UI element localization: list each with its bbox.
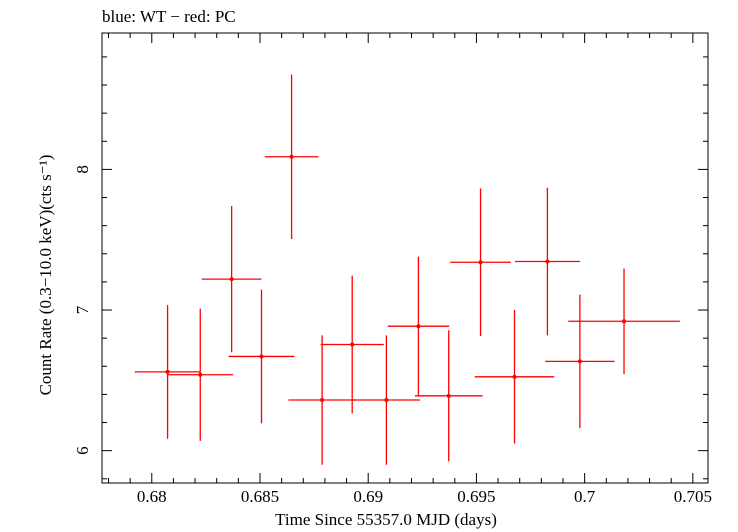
- point-marker: [259, 354, 264, 359]
- chart-title: blue: WT − red: PC: [102, 7, 236, 26]
- data-point: [134, 305, 201, 439]
- data-point: [414, 330, 483, 462]
- point-marker: [446, 393, 451, 398]
- data-point: [514, 187, 580, 336]
- data-points: [134, 74, 680, 465]
- data-point: [352, 335, 421, 465]
- x-tick-label: 0.7: [574, 487, 596, 506]
- data-point: [201, 205, 262, 353]
- data-point: [167, 308, 234, 441]
- x-axis-ticks: 0.68 0.685 0.69 0.695 0.7 0.705: [107, 33, 712, 506]
- data-point: [228, 289, 295, 424]
- data-point: [288, 335, 356, 465]
- data-point: [320, 275, 384, 414]
- data-point: [264, 74, 319, 240]
- point-marker: [478, 260, 483, 265]
- x-tick-label: 0.695: [457, 487, 495, 506]
- y-tick-label: 8: [73, 165, 92, 174]
- y-axis-ticks: 6 7 8: [73, 56, 708, 480]
- data-point: [450, 188, 511, 337]
- data-point: [568, 268, 680, 375]
- x-axis-label: Time Since 55357.0 MJD (days): [275, 510, 497, 529]
- point-marker: [416, 324, 421, 329]
- point-marker: [229, 277, 234, 282]
- data-point: [387, 256, 450, 396]
- plot-frame: [101, 32, 709, 484]
- point-marker: [350, 342, 355, 347]
- y-tick-label: 7: [73, 305, 92, 314]
- y-axis-label: Count Rate (0.3−10.0 keV)(cts s⁻¹): [36, 155, 55, 396]
- data-point: [474, 310, 555, 444]
- point-marker: [165, 369, 170, 374]
- x-tick-label: 0.705: [674, 487, 712, 506]
- point-marker: [545, 259, 550, 264]
- x-tick-label: 0.69: [353, 487, 383, 506]
- y-tick-label: 6: [73, 446, 92, 455]
- point-marker: [289, 154, 294, 159]
- point-marker: [622, 319, 627, 324]
- point-marker: [198, 372, 203, 377]
- point-marker: [320, 398, 325, 403]
- data-point: [545, 294, 615, 429]
- point-marker: [577, 359, 582, 364]
- x-tick-label: 0.68: [137, 487, 167, 506]
- point-marker: [384, 398, 389, 403]
- x-tick-label: 0.685: [241, 487, 279, 506]
- point-marker: [512, 374, 517, 379]
